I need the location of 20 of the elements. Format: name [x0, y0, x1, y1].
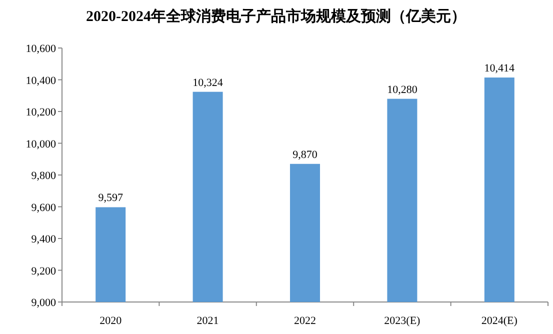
y-tick-label: 9,000: [31, 297, 56, 309]
x-tick-label: 2024(E): [481, 315, 518, 327]
y-tick-label: 10,200: [26, 106, 56, 118]
y-tick-label: 9,400: [31, 234, 56, 246]
data-label: 10,324: [192, 76, 224, 89]
y-tick-label: 10,400: [26, 74, 56, 87]
data-label: 9,597: [98, 192, 124, 204]
y-tick-label: 9,800: [31, 170, 56, 182]
x-tick-label: 2020: [100, 315, 122, 327]
data-label: 9,870: [292, 148, 318, 161]
x-tick-label: 2021: [196, 315, 219, 327]
x-tick-label: 2023(E): [384, 315, 421, 327]
title: 2020-2024年全球消费电子产品市场规模及预测（亿美元）: [86, 9, 466, 25]
x-tick-label: 2022: [294, 315, 316, 327]
data-label: 10,414: [484, 62, 516, 75]
data-label: 10,280: [387, 84, 418, 96]
y-tick-label: 9,600: [31, 202, 56, 214]
y-tick-label: 9,200: [31, 265, 56, 278]
y-tick-label: 10,600: [26, 43, 56, 55]
y-tick-label: 10,000: [26, 138, 56, 150]
